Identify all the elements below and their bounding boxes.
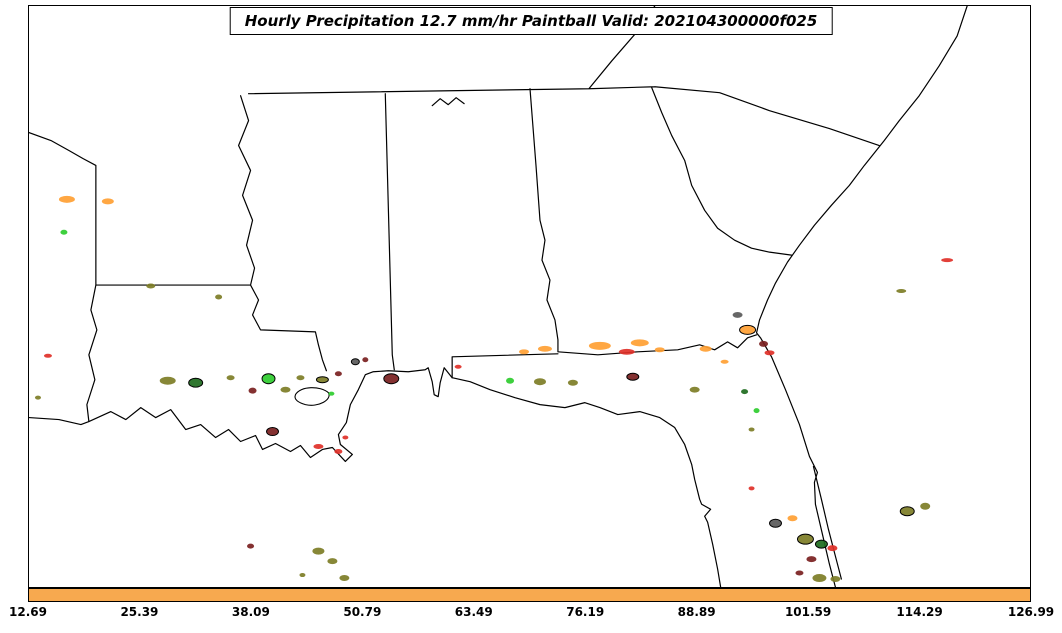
paintball-blob xyxy=(618,348,635,355)
paintball-blob xyxy=(58,195,75,203)
paintball-blob xyxy=(334,371,342,377)
paintball-blob xyxy=(334,448,343,454)
paintball-blob xyxy=(699,345,712,352)
paintball-blob xyxy=(753,408,760,414)
colorbar-tick-label: 63.49 xyxy=(454,605,493,619)
colorbar-tick-label: 76.19 xyxy=(566,605,605,619)
paintball-blob xyxy=(101,198,114,205)
paintball-blob xyxy=(654,347,665,353)
state-borders-path xyxy=(29,6,880,423)
paintball-blob xyxy=(764,350,775,356)
paintball-blob xyxy=(827,545,838,552)
paintball-blob xyxy=(266,427,280,437)
paintball-blob xyxy=(748,486,755,491)
atlantic-coastline-path xyxy=(755,6,968,587)
paintball-blob xyxy=(342,435,349,440)
lake-pontchartrain xyxy=(294,387,330,406)
paintball-blob xyxy=(312,547,325,555)
colorbar-tick-label: 12.69 xyxy=(9,605,47,619)
river-squiggle xyxy=(431,97,465,107)
paintball-blob xyxy=(537,345,552,352)
map-frame xyxy=(28,5,1031,588)
colorbar xyxy=(28,588,1031,602)
paintball-blob xyxy=(812,574,827,583)
paintball-blob xyxy=(830,576,841,583)
paintball-blob xyxy=(630,339,649,347)
paintball-blob xyxy=(299,573,306,578)
paintball-blob xyxy=(519,349,530,355)
paintball-blob xyxy=(296,375,305,381)
paintball-blob xyxy=(899,506,915,517)
map-canvas xyxy=(29,6,968,587)
colorbar-tick-label: 88.89 xyxy=(677,605,716,619)
paintball-blob xyxy=(188,377,204,388)
paintball-blob xyxy=(806,556,817,563)
paintball-blob xyxy=(689,386,700,393)
paintball-blob xyxy=(769,518,782,528)
paintball-blob xyxy=(896,289,907,294)
paintball-blob xyxy=(328,391,335,396)
colorbar-tick-label: 38.09 xyxy=(231,605,270,619)
paintball-blob xyxy=(739,324,757,335)
colorbar-tick-label: 114.29 xyxy=(896,605,943,619)
paintball-blob xyxy=(383,373,400,385)
colorbar-tick-label: 101.59 xyxy=(784,605,832,619)
paintball-blob xyxy=(941,258,954,263)
paintball-blob xyxy=(159,376,176,385)
paintball-blob xyxy=(759,340,769,347)
paintball-blob xyxy=(588,341,611,350)
paintball-blob xyxy=(261,373,276,385)
map-title: Hourly Precipitation 12.7 mm/hr Paintbal… xyxy=(229,7,833,35)
paintball-blob xyxy=(280,386,291,393)
paintball-blob xyxy=(313,443,324,449)
paintball-blob xyxy=(506,377,515,384)
paintball-blob xyxy=(920,502,931,510)
paintball-blob xyxy=(247,543,255,549)
paintball-blob xyxy=(748,427,755,432)
paintball-blob xyxy=(732,311,743,318)
colorbar-tick-row: 12.69 25.39 38.09 50.79 63.49 76.19 88.89 101.5… xyxy=(9,605,1054,625)
colorbar-tick-label: 50.79 xyxy=(343,605,382,619)
paintball-blob xyxy=(327,558,338,565)
paintball-blob xyxy=(248,387,257,394)
paintball-blob xyxy=(226,375,235,381)
paintball-blob xyxy=(350,358,360,366)
colorbar-tick-label: 126.99 xyxy=(1007,605,1055,619)
paintball-blob xyxy=(795,570,804,576)
paintball-blob xyxy=(720,359,729,364)
paintball-blob xyxy=(454,364,462,369)
paintball-blob xyxy=(787,515,798,522)
paintball-blob xyxy=(533,378,546,386)
paintball-blob xyxy=(315,376,329,384)
paintball-blob xyxy=(43,353,52,358)
paintball-blob xyxy=(796,533,814,545)
paintball-blob xyxy=(626,372,640,381)
paintball-blob xyxy=(362,357,369,363)
paintball-blob xyxy=(567,379,578,386)
paintball-blob xyxy=(339,575,350,582)
colorbar-tick-label: 25.39 xyxy=(120,605,159,619)
paintball-blob xyxy=(60,229,68,235)
gulf-coastline-path xyxy=(29,367,722,587)
paintball-blob xyxy=(814,539,828,549)
paintball-blob xyxy=(741,389,749,395)
paintball-blob xyxy=(215,294,223,300)
barrier-island-line xyxy=(812,465,842,580)
paintball-blob xyxy=(146,283,156,289)
paintball-blob xyxy=(34,395,41,400)
paintball-layer xyxy=(34,195,954,583)
